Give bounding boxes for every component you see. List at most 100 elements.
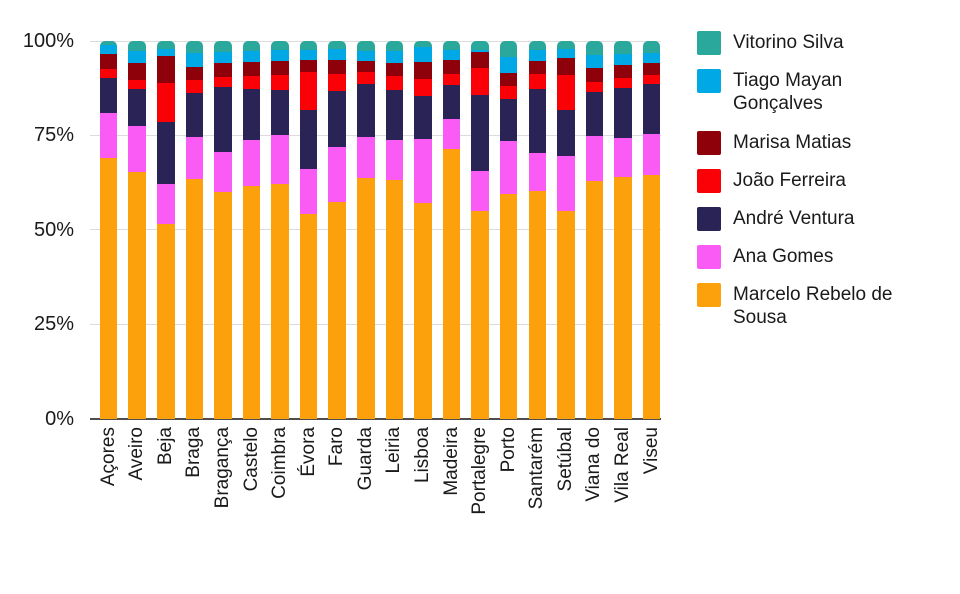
bar-beja[interactable] — [157, 41, 175, 419]
bar--vora[interactable] — [299, 41, 318, 419]
bar-set-bal[interactable] — [557, 41, 575, 419]
bar-segment-andre-ventura[interactable] — [128, 89, 146, 126]
bar-segment-vitorino-silva[interactable] — [242, 41, 261, 51]
bar-segment-marcelo-rebelo-de-sousa[interactable] — [614, 176, 632, 419]
bar-segment-andre-ventura[interactable] — [242, 88, 261, 141]
bar-segment-joao-ferreira[interactable] — [299, 72, 318, 111]
bar-segment-tiago-mayan-goncalves[interactable] — [357, 50, 375, 62]
bar-segment-ana-gomes[interactable] — [528, 152, 547, 191]
bar-segment-marisa-matias[interactable] — [614, 65, 632, 79]
bar-segment-ana-gomes[interactable] — [557, 156, 575, 211]
bar-segment-andre-ventura[interactable] — [157, 122, 175, 185]
bar-porto[interactable] — [499, 41, 518, 419]
bar-segment-marisa-matias[interactable] — [385, 62, 404, 77]
bar-segment-andre-ventura[interactable] — [471, 95, 489, 171]
bar-segment-marisa-matias[interactable] — [299, 59, 318, 73]
bar-segment-joao-ferreira[interactable] — [442, 73, 461, 85]
bar-segment-joao-ferreira[interactable] — [99, 68, 118, 78]
bar-segment-ana-gomes[interactable] — [414, 139, 432, 203]
bar-segment-vitorino-silva[interactable] — [471, 41, 489, 50]
bar-lisboa[interactable] — [414, 41, 432, 419]
bar-segment-marcelo-rebelo-de-sousa[interactable] — [385, 179, 404, 419]
bar-segment-ana-gomes[interactable] — [214, 151, 232, 192]
bar-segment-andre-ventura[interactable] — [99, 77, 118, 114]
legend-item-tiago-mayan-goncalves[interactable]: Tiago Mayan Gonçalves — [697, 69, 911, 115]
bar-faro[interactable] — [328, 41, 346, 419]
bar-castelo[interactable] — [242, 41, 261, 419]
bar-segment-marisa-matias[interactable] — [128, 62, 146, 80]
bar-segment-ana-gomes[interactable] — [242, 140, 261, 187]
bar-segment-marisa-matias[interactable] — [414, 61, 432, 80]
bar-segment-marisa-matias[interactable] — [157, 55, 175, 83]
bar-segment-joao-ferreira[interactable] — [128, 79, 146, 90]
bar-segment-marcelo-rebelo-de-sousa[interactable] — [414, 202, 432, 419]
bar-segment-joao-ferreira[interactable] — [642, 75, 661, 84]
bar-segment-andre-ventura[interactable] — [614, 88, 632, 138]
bar-segment-marcelo-rebelo-de-sousa[interactable] — [499, 193, 518, 419]
bar-segment-marisa-matias[interactable] — [328, 59, 346, 75]
bar-segment-marisa-matias[interactable] — [585, 67, 604, 82]
bar-segment-marisa-matias[interactable] — [471, 51, 489, 69]
bar-segment-marisa-matias[interactable] — [214, 62, 232, 77]
bar-portalegre[interactable] — [471, 41, 489, 419]
bar-segment-tiago-mayan-goncalves[interactable] — [271, 50, 289, 62]
bar-viseu[interactable] — [642, 41, 661, 419]
bar-segment-joao-ferreira[interactable] — [557, 74, 575, 110]
bar-santar-m[interactable] — [528, 41, 547, 419]
bar-segment-andre-ventura[interactable] — [528, 88, 547, 153]
bar-segment-vitorino-silva[interactable] — [499, 41, 518, 57]
bar-segment-andre-ventura[interactable] — [328, 90, 346, 147]
bar-guarda[interactable] — [357, 41, 375, 419]
bar-segment-joao-ferreira[interactable] — [328, 74, 346, 91]
bar-segment-andre-ventura[interactable] — [414, 95, 432, 140]
bar-segment-vitorino-silva[interactable] — [385, 41, 404, 51]
bar-segment-ana-gomes[interactable] — [614, 137, 632, 177]
bar-segment-vitorino-silva[interactable] — [557, 41, 575, 49]
bar-segment-tiago-mayan-goncalves[interactable] — [614, 53, 632, 66]
bar-segment-tiago-mayan-goncalves[interactable] — [642, 52, 661, 63]
bar-segment-marisa-matias[interactable] — [642, 62, 661, 75]
bar-segment-andre-ventura[interactable] — [357, 83, 375, 137]
bar-segment-vitorino-silva[interactable] — [585, 41, 604, 56]
bar-segment-vitorino-silva[interactable] — [99, 41, 118, 46]
bar-segment-joao-ferreira[interactable] — [499, 85, 518, 100]
bar-segment-marcelo-rebelo-de-sousa[interactable] — [471, 211, 489, 419]
legend-item-ana-gomes[interactable]: Ana Gomes — [697, 245, 833, 269]
bar-segment-ana-gomes[interactable] — [585, 135, 604, 182]
bar-segment-marisa-matias[interactable] — [99, 54, 118, 69]
bar-segment-vitorino-silva[interactable] — [185, 41, 204, 54]
bar-segment-joao-ferreira[interactable] — [528, 73, 547, 89]
bar-segment-andre-ventura[interactable] — [642, 83, 661, 135]
bar-segment-andre-ventura[interactable] — [271, 90, 289, 136]
bar-segment-tiago-mayan-goncalves[interactable] — [385, 50, 404, 63]
bar-segment-tiago-mayan-goncalves[interactable] — [442, 49, 461, 61]
bar-segment-marisa-matias[interactable] — [557, 58, 575, 75]
bar-segment-marcelo-rebelo-de-sousa[interactable] — [242, 186, 261, 419]
bar-segment-ana-gomes[interactable] — [157, 184, 175, 225]
bar-segment-vitorino-silva[interactable] — [271, 41, 289, 51]
bar-segment-joao-ferreira[interactable] — [471, 68, 489, 95]
bar-segment-vitorino-silva[interactable] — [642, 41, 661, 53]
bar-braga[interactable] — [185, 41, 204, 419]
bar-coimbra[interactable] — [271, 41, 289, 419]
bar-segment-ana-gomes[interactable] — [499, 140, 518, 194]
bar-segment-ana-gomes[interactable] — [442, 118, 461, 149]
bar-segment-vitorino-silva[interactable] — [528, 41, 547, 51]
bar-segment-andre-ventura[interactable] — [585, 91, 604, 136]
bar-segment-marisa-matias[interactable] — [499, 72, 518, 86]
bar-segment-andre-ventura[interactable] — [385, 90, 404, 140]
legend-item-andre-ventura[interactable]: André Ventura — [697, 207, 854, 231]
bar-segment-ana-gomes[interactable] — [271, 135, 289, 184]
bar-segment-marcelo-rebelo-de-sousa[interactable] — [557, 210, 575, 419]
bar-segment-ana-gomes[interactable] — [128, 125, 146, 172]
bar-segment-marcelo-rebelo-de-sousa[interactable] — [528, 190, 547, 419]
bar-segment-marcelo-rebelo-de-sousa[interactable] — [99, 158, 118, 419]
bar-segment-ana-gomes[interactable] — [99, 113, 118, 159]
bar-segment-marcelo-rebelo-de-sousa[interactable] — [328, 201, 346, 419]
bar-segment-tiago-mayan-goncalves[interactable] — [471, 49, 489, 52]
bar-segment-tiago-mayan-goncalves[interactable] — [242, 50, 261, 62]
bar-segment-marcelo-rebelo-de-sousa[interactable] — [299, 213, 318, 419]
bar-segment-joao-ferreira[interactable] — [214, 76, 232, 87]
bar-segment-joao-ferreira[interactable] — [357, 72, 375, 84]
bar-segment-marisa-matias[interactable] — [442, 60, 461, 74]
